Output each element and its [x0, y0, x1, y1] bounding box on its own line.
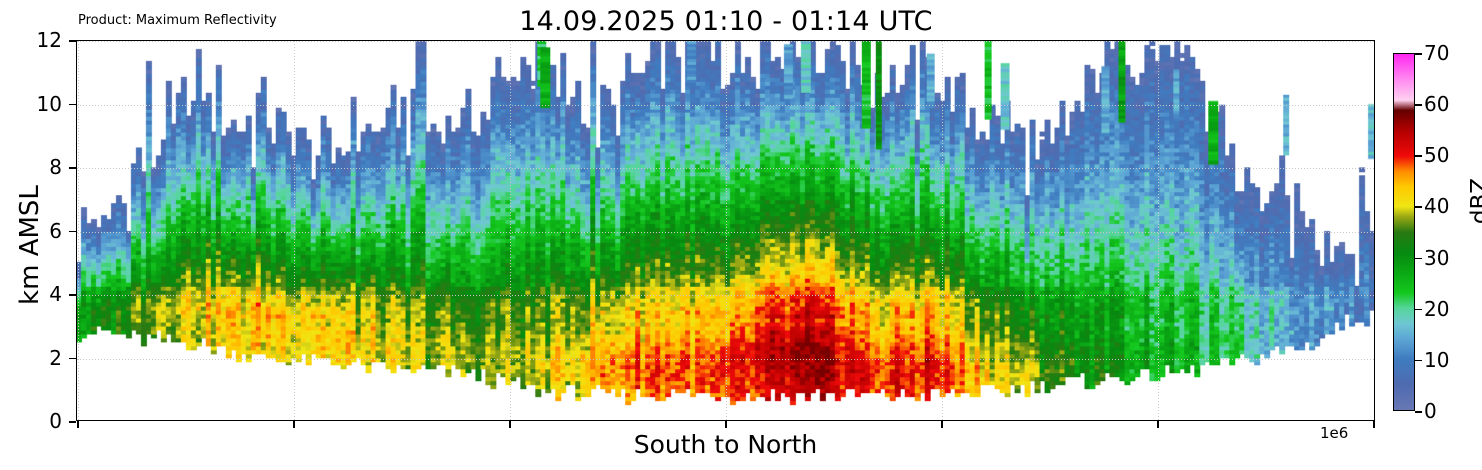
y-tick-label: 12: [36, 28, 62, 52]
y-axis-title: km AMSL: [15, 185, 45, 305]
x-axis-offset-label: 1e6: [1320, 424, 1349, 442]
colorbar-tick-mark: [1415, 359, 1422, 362]
y-tick-label: 4: [49, 282, 62, 306]
y-tick-mark: [69, 357, 76, 360]
y-tick-mark: [69, 421, 76, 423]
colorbar-tick-mark: [1415, 53, 1422, 55]
y-tick-label: 0: [49, 409, 62, 433]
gridline-vertical: [1158, 41, 1159, 420]
colorbar-tick-label: 40: [1424, 194, 1450, 219]
gridline-vertical: [78, 41, 79, 420]
colorbar-tick-mark: [1415, 411, 1422, 413]
y-tick-mark: [69, 230, 76, 233]
gridline-vertical: [294, 41, 295, 420]
reflectivity-heatmap: [77, 41, 1374, 420]
colorbar-tick-label: 60: [1424, 92, 1450, 117]
y-tick-mark: [69, 103, 76, 106]
y-tick-mark: [69, 294, 76, 296]
colorbar-tick-label: 20: [1424, 296, 1450, 321]
x-axis-title: South to North: [633, 430, 818, 459]
gridline-vertical: [942, 41, 943, 420]
colorbar-tick-mark: [1415, 257, 1422, 260]
figure-title: 14.09.2025 01:10 - 01:14 UTC: [519, 6, 933, 37]
colorbar-title: dBZ: [1467, 177, 1482, 225]
colorbar-tick-label: 30: [1424, 245, 1450, 270]
y-tick-mark: [69, 40, 76, 42]
gridline-horizontal: [77, 104, 1374, 106]
product-label: Product: Maximum Reflectivity: [78, 13, 277, 28]
y-tick-label: 6: [49, 218, 62, 243]
gridline-horizontal: [77, 168, 1374, 169]
x-tick-mark: [1157, 421, 1159, 428]
y-tick-label: 2: [49, 345, 62, 370]
y-tick-label: 8: [49, 155, 62, 179]
gridline-horizontal: [77, 231, 1374, 233]
colorbar-tick-label: 0: [1424, 399, 1437, 423]
colorbar-tick-mark: [1415, 206, 1422, 209]
gridline-vertical: [510, 41, 511, 420]
plot-area: [76, 40, 1375, 421]
colorbar: [1393, 53, 1415, 411]
colorbar-tick-mark: [1415, 308, 1422, 311]
colorbar-tick-label: 10: [1424, 347, 1450, 372]
x-tick-mark: [77, 421, 79, 428]
colorbar-tick-mark: [1415, 104, 1422, 106]
x-tick-mark: [1373, 421, 1375, 428]
gridline-vertical: [1374, 41, 1375, 420]
y-tick-label: 10: [36, 91, 62, 116]
x-tick-mark: [509, 421, 511, 428]
gridline-horizontal: [77, 41, 1374, 42]
x-tick-mark: [293, 421, 295, 428]
colorbar-gradient: [1393, 53, 1415, 411]
gridline-horizontal: [77, 358, 1374, 360]
colorbar-tick-label: 70: [1424, 41, 1450, 65]
colorbar-tick-label: 50: [1424, 143, 1450, 168]
colorbar-tick-mark: [1415, 155, 1422, 157]
x-tick-mark: [941, 421, 943, 428]
x-tick-mark: [725, 421, 727, 428]
gridline-vertical: [726, 41, 727, 420]
gridline-horizontal: [77, 295, 1374, 296]
y-tick-mark: [69, 167, 76, 169]
